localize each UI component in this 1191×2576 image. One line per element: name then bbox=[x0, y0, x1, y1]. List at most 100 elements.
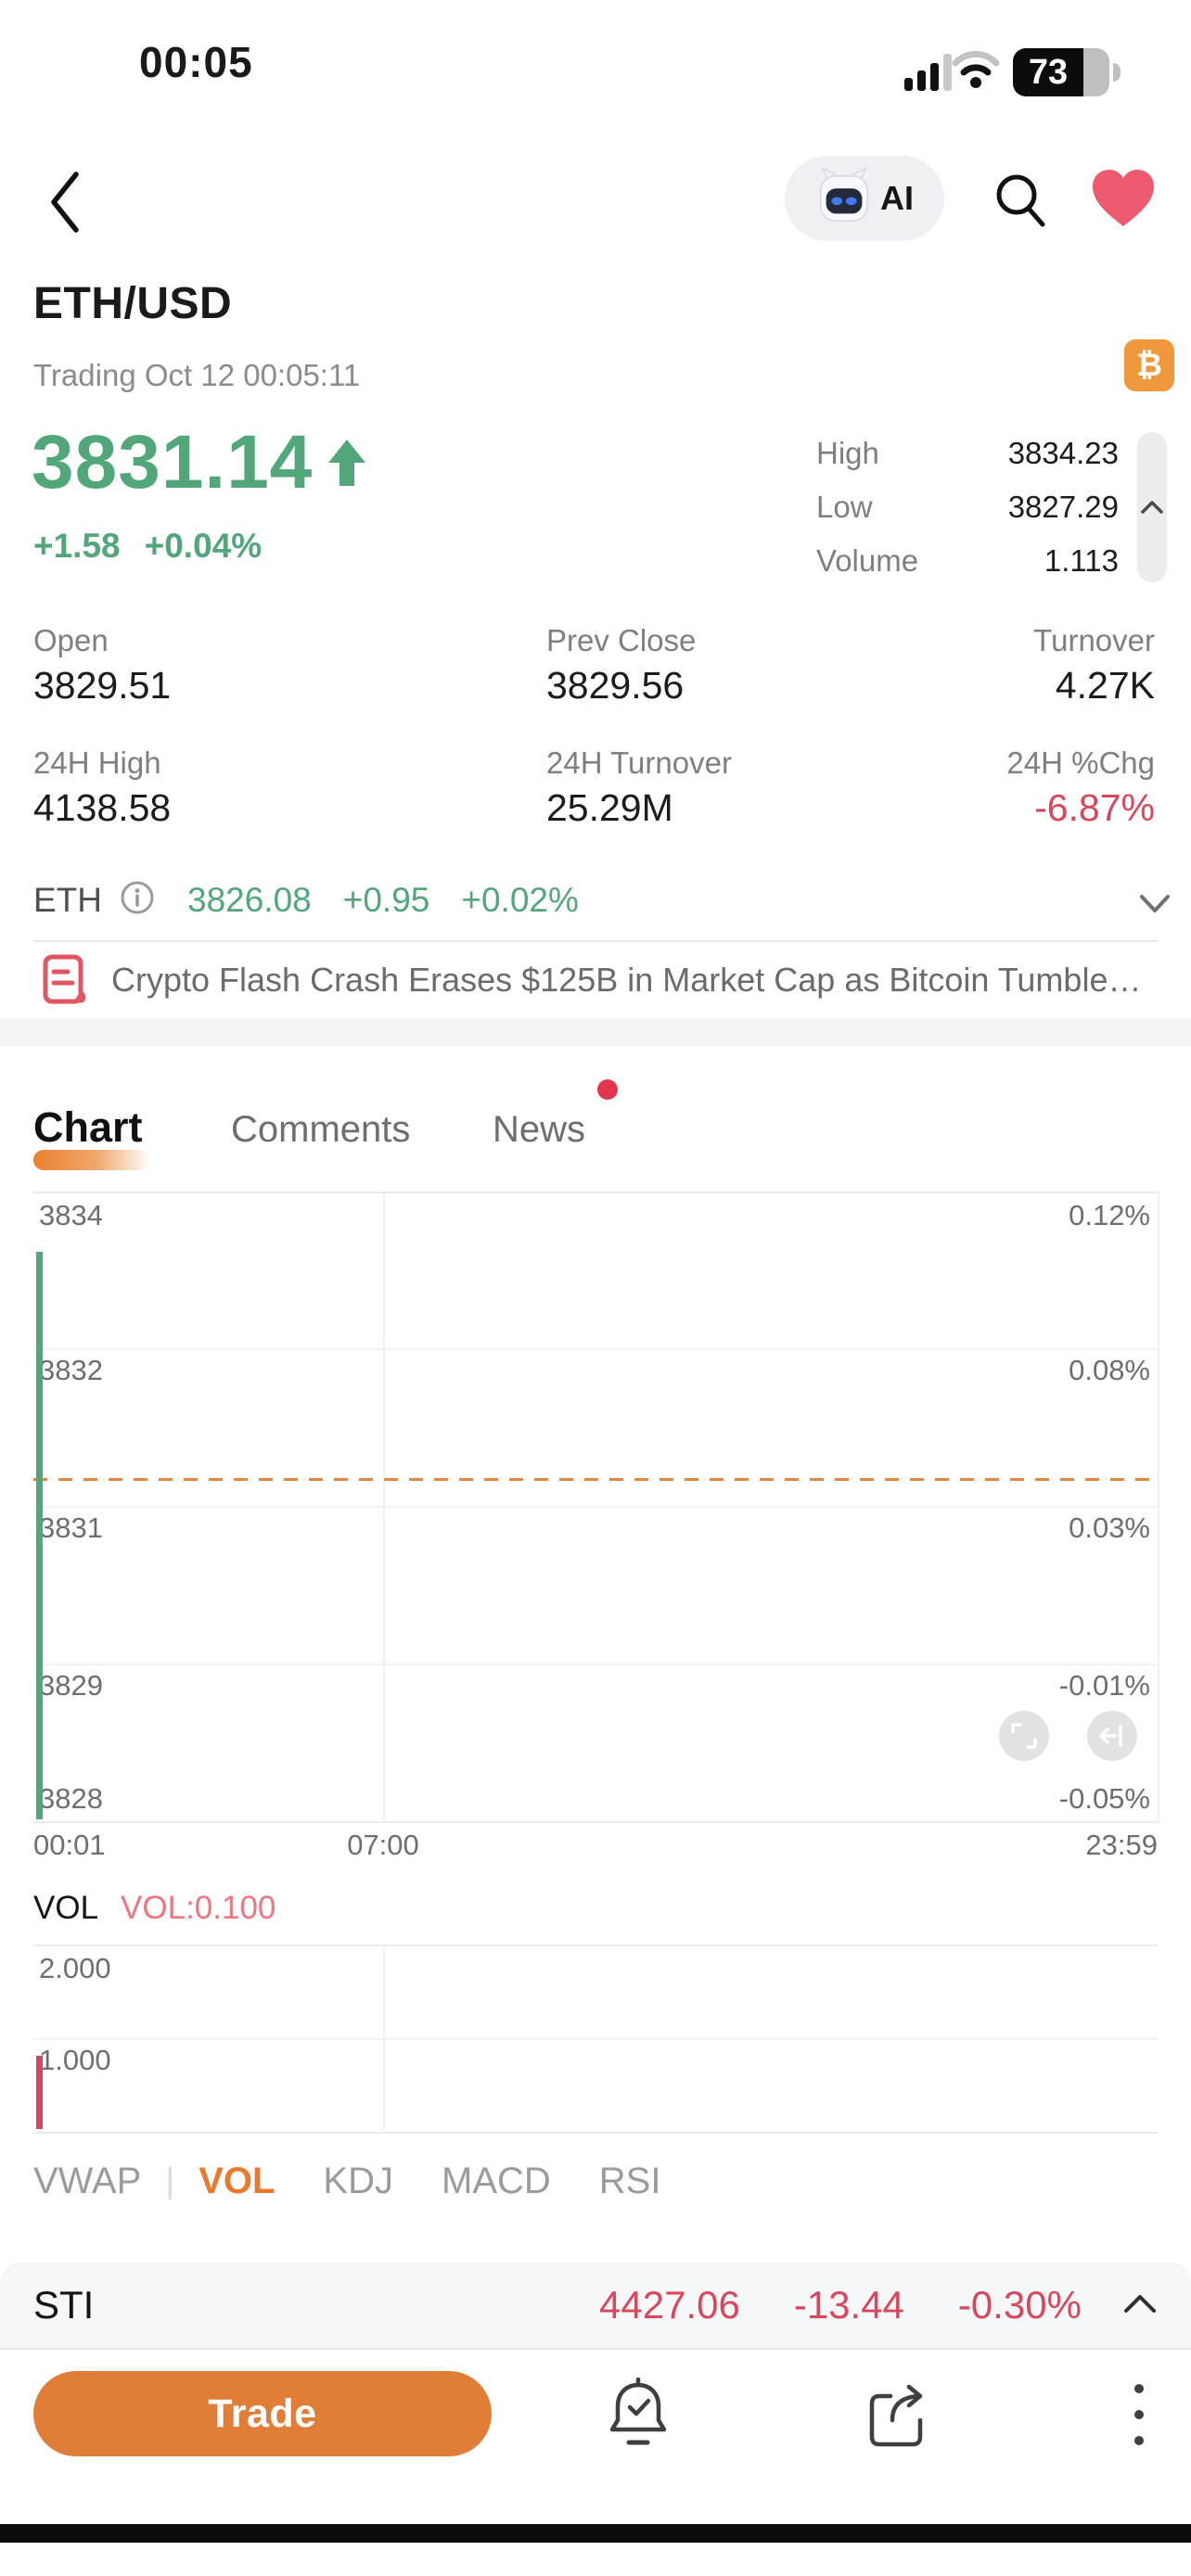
news-headline[interactable]: Crypto Flash Crash Erases $125B in Marke… bbox=[111, 961, 1142, 999]
vol-title: VOL bbox=[33, 1890, 99, 1926]
divider bbox=[33, 940, 1158, 942]
prev-close-label: Prev Close bbox=[546, 623, 697, 657]
x-axis-label: 00:01 bbox=[33, 1829, 106, 1861]
volume-header[interactable]: VOL VOL:0.100 bbox=[33, 1890, 275, 1927]
indicator-tabs: VWAP | VOL KDJ MACD RSI bbox=[33, 2161, 660, 2202]
pct-axis-label: -0.05% bbox=[1058, 1782, 1150, 1815]
battery-icon: 73 bbox=[1013, 48, 1109, 96]
index-name: STI bbox=[33, 2283, 95, 2327]
h24-chg-label: 24H %Chg bbox=[1006, 746, 1155, 780]
x-axis-label: 23:59 bbox=[1085, 1829, 1158, 1861]
current-price-dashed-line bbox=[33, 1478, 1158, 1481]
indicator-macd[interactable]: MACD bbox=[442, 2161, 551, 2201]
crypto-badge-icon: ₿ bbox=[1124, 339, 1174, 391]
index-values: 4427.06 -13.44 -0.30% bbox=[599, 2283, 1082, 2327]
gridline bbox=[383, 1946, 385, 2132]
info-icon[interactable] bbox=[119, 879, 156, 921]
gridline bbox=[383, 1193, 385, 1821]
ai-robot-icon bbox=[815, 166, 873, 232]
y-axis-label: 3828 bbox=[39, 1782, 103, 1815]
open-value: 3829.51 bbox=[33, 664, 172, 707]
back-button[interactable] bbox=[46, 169, 83, 240]
pct-axis-label: -0.01% bbox=[1058, 1669, 1150, 1702]
underlying-symbol: ETH bbox=[33, 880, 102, 919]
indicator-rsi[interactable]: RSI bbox=[598, 2161, 661, 2201]
stat-label: Low bbox=[816, 490, 873, 524]
y-axis-label: 3832 bbox=[39, 1354, 103, 1386]
active-tab-underline bbox=[33, 1150, 150, 1170]
h24-turnover-value: 25.29M bbox=[546, 786, 673, 829]
price-alert-bell-icon[interactable] bbox=[603, 2376, 673, 2458]
vol-axis-label: 2.000 bbox=[39, 1952, 111, 1984]
volume-chart[interactable]: 2.000 1.000 bbox=[33, 1945, 1158, 2134]
price-change-row: +1.58 +0.04% bbox=[33, 527, 262, 566]
last-price: 3831.14 bbox=[32, 420, 314, 504]
indicator-vwap[interactable]: VWAP bbox=[33, 2161, 142, 2201]
pair-title: ETH/USD bbox=[33, 279, 233, 328]
y-axis-label: 3829 bbox=[39, 1669, 103, 1702]
chevron-down-icon[interactable] bbox=[1139, 894, 1171, 919]
gridline bbox=[33, 1506, 1158, 1508]
wifi-icon bbox=[952, 50, 1000, 94]
stat-label: High bbox=[816, 436, 879, 470]
price-chart[interactable]: 3834 3832 3831 3829 3828 0.12% 0.08% 0.0… bbox=[33, 1192, 1159, 1823]
underlying-change: +0.95 bbox=[342, 880, 430, 919]
trading-status: Trading Oct 12 00:05:11 bbox=[33, 358, 361, 392]
stat-low-row: Low 3827.29 bbox=[816, 490, 1119, 525]
favorite-heart-button[interactable] bbox=[1087, 165, 1159, 236]
y-axis-label: 3834 bbox=[39, 1199, 103, 1231]
tab-news[interactable]: News bbox=[493, 1109, 586, 1150]
stats-scrollbar[interactable] bbox=[1137, 432, 1167, 582]
trade-button[interactable]: Trade bbox=[33, 2371, 492, 2456]
stat-volume-row: Volume 1.113 bbox=[816, 543, 1119, 579]
last-price-block: 3831.14 bbox=[32, 419, 368, 506]
open-label: Open bbox=[33, 623, 109, 657]
news-icon bbox=[42, 953, 90, 1014]
news-unread-dot bbox=[597, 1079, 618, 1100]
tab-comments[interactable]: Comments bbox=[231, 1109, 411, 1150]
index-change: -13.44 bbox=[793, 2283, 904, 2327]
fullscreen-chart-button[interactable] bbox=[999, 1711, 1049, 1761]
stat-value: 1.113 bbox=[1044, 543, 1119, 578]
underlying-row[interactable]: ETH 3826.08 +0.95 +0.02% bbox=[33, 879, 579, 921]
stat-high-row: High 3834.23 bbox=[816, 436, 1119, 471]
turnover-value: 4.27K bbox=[1055, 664, 1155, 707]
ai-assistant-button[interactable]: AI bbox=[785, 156, 944, 241]
underlying-change-pct: +0.02% bbox=[461, 880, 579, 919]
opening-price-range-bar bbox=[36, 1252, 43, 1819]
x-axis-label: 07:00 bbox=[347, 1829, 419, 1861]
index-strip[interactable]: STI 4427.06 -13.44 -0.30% bbox=[0, 2263, 1191, 2350]
indicator-vol[interactable]: VOL bbox=[198, 2161, 275, 2201]
stat-label: Volume bbox=[816, 543, 919, 578]
chevron-up-icon[interactable] bbox=[1122, 2291, 1158, 2320]
vol-value: VOL:0.100 bbox=[121, 1890, 276, 1926]
home-indicator bbox=[0, 2524, 1191, 2543]
jump-to-latest-button[interactable] bbox=[1087, 1711, 1137, 1761]
battery-nub bbox=[1113, 63, 1121, 82]
index-change-pct: -0.30% bbox=[957, 2283, 1082, 2327]
price-change-pct: +0.04% bbox=[144, 527, 263, 565]
price-change: +1.58 bbox=[33, 527, 121, 565]
index-value: 4427.06 bbox=[599, 2283, 740, 2327]
h24-turnover-label: 24H Turnover bbox=[546, 746, 732, 780]
h24-high-label: 24H High bbox=[33, 746, 161, 780]
prev-close-value: 3829.56 bbox=[546, 664, 685, 707]
tab-chart[interactable]: Chart bbox=[33, 1103, 143, 1151]
turnover-label: Turnover bbox=[1033, 623, 1155, 657]
h24-high-value: 4138.58 bbox=[33, 786, 172, 829]
indicator-kdj[interactable]: KDJ bbox=[323, 2161, 393, 2201]
stat-value: 3827.29 bbox=[1007, 490, 1119, 524]
more-menu-icon[interactable] bbox=[1133, 2379, 1145, 2455]
gridline bbox=[33, 2038, 1158, 2040]
search-button[interactable] bbox=[991, 169, 1050, 235]
pct-axis-label: 0.08% bbox=[1069, 1354, 1150, 1386]
indicator-separator: | bbox=[165, 2162, 175, 2200]
price-up-arrow-icon bbox=[326, 419, 368, 506]
volume-bar bbox=[36, 2056, 43, 2129]
share-icon[interactable] bbox=[864, 2379, 929, 2458]
section-separator bbox=[0, 1018, 1191, 1046]
gridline bbox=[33, 1348, 1158, 1350]
cellular-signal-icon bbox=[904, 54, 952, 91]
vol-axis-label: 1.000 bbox=[39, 2044, 111, 2076]
